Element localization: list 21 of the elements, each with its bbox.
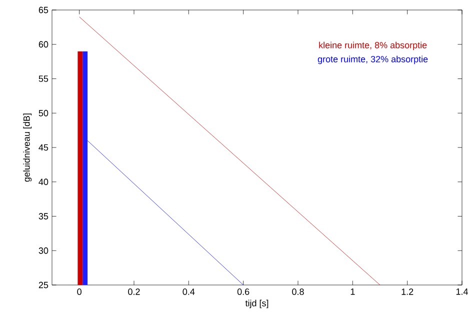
- x-tick-label: 0.4: [182, 288, 195, 295]
- y-tick-label: 65: [38, 6, 48, 14]
- x-tick-label: 0.8: [292, 288, 304, 295]
- y-tick-label: 55: [38, 76, 48, 82]
- x-tick-label: 1.2: [402, 288, 414, 295]
- text: kleine ruimte, 8% absorptie: [319, 42, 427, 50]
- x-tick-label: 0.2: [128, 288, 140, 295]
- x-tick-label: 1: [350, 288, 355, 295]
- x-axis-title: tijd [s]: [245, 300, 268, 308]
- y-tick-label: 25: [38, 282, 48, 288]
- y-tick-label: 40: [38, 178, 48, 186]
- y-axis-title: geluidniveau [dB]: [23, 114, 32, 182]
- y-tick-label: 60: [38, 41, 48, 48]
- text: grote ruimte, 32% absorptie: [318, 56, 428, 64]
- x-tick-label: 0: [77, 288, 82, 295]
- x-tick-label: 1.4: [456, 288, 468, 295]
- y-tick-label: 50: [38, 110, 48, 116]
- y-tick-label: 30: [38, 247, 48, 254]
- y-tick-label: 45: [38, 144, 48, 151]
- x-tick-label: 0.6: [237, 288, 250, 295]
- y-tick-label: 35: [38, 213, 48, 220]
